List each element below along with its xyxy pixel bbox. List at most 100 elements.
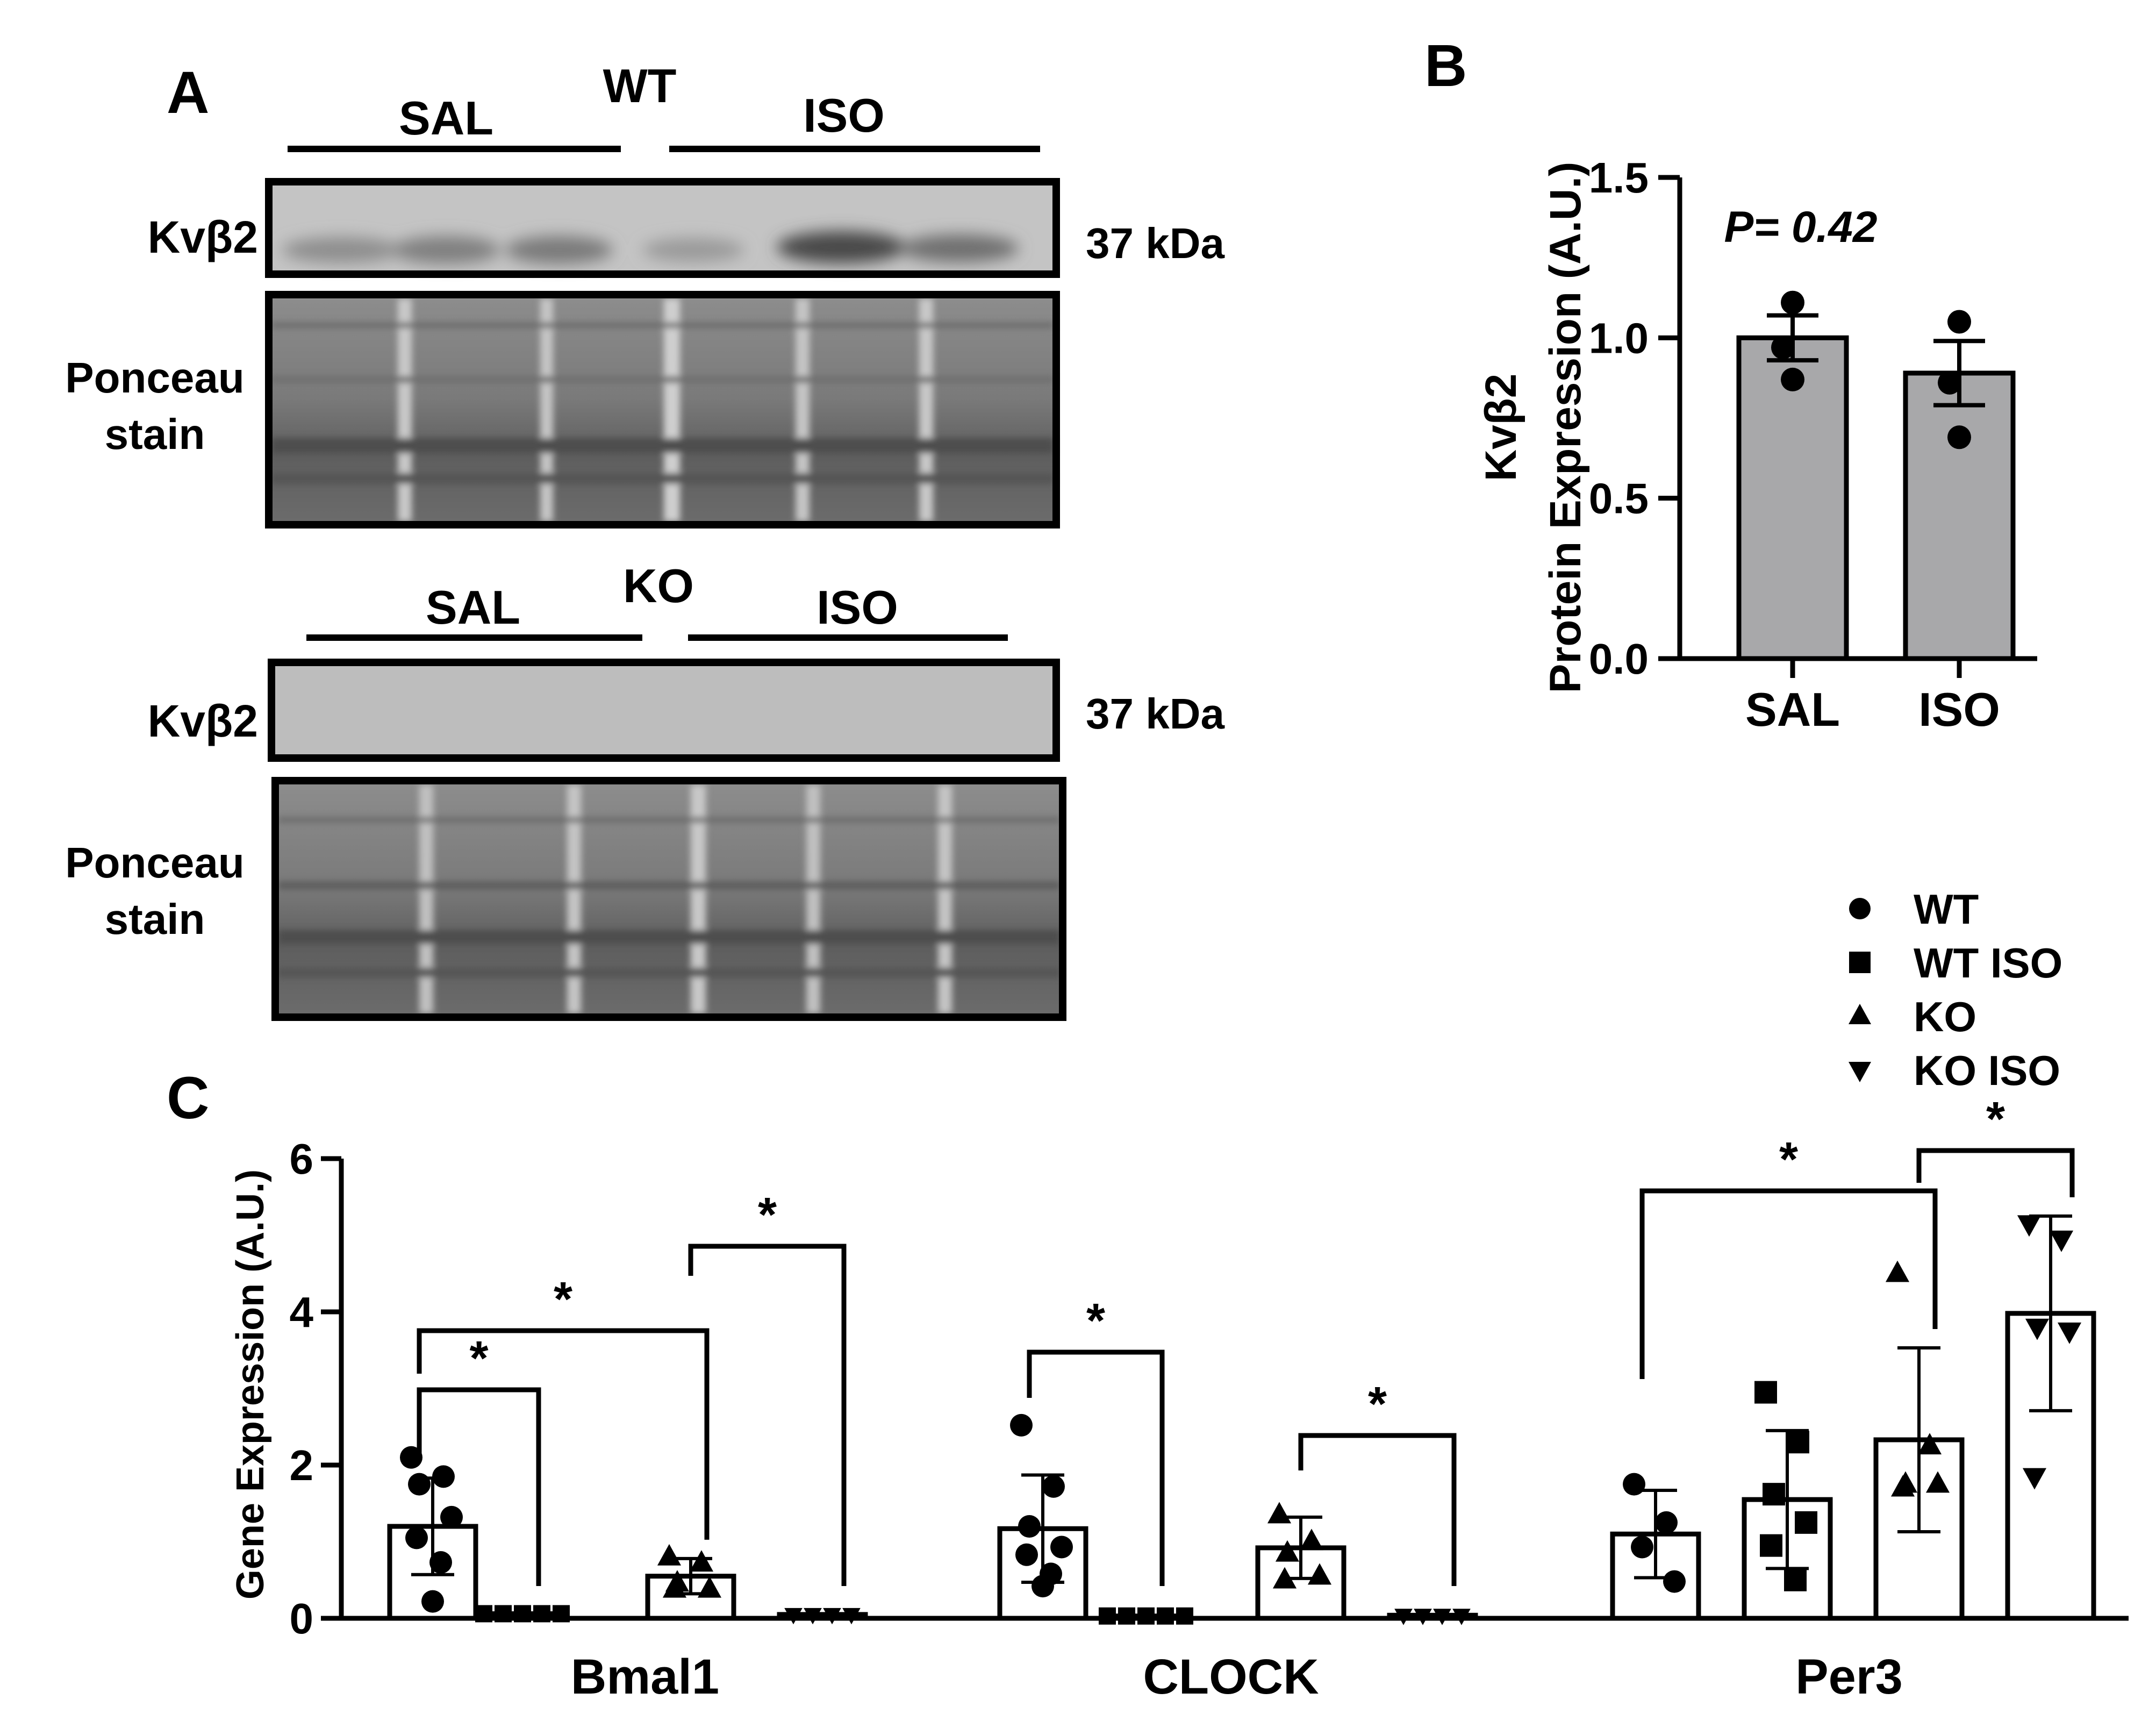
data-point-Per3-WT-ISO-0 bbox=[1754, 1381, 1777, 1404]
legend-marker-WT-ISO bbox=[1849, 952, 1871, 973]
panel-a-letter: A bbox=[167, 60, 209, 126]
legend-label-WT-ISO: WT ISO bbox=[1914, 939, 2062, 987]
c-y-tick-label-1: 2 bbox=[290, 1441, 314, 1489]
data-point-CLOCK-WT-3 bbox=[1050, 1536, 1073, 1559]
panel-c-letter: C bbox=[167, 1065, 209, 1131]
ko-ponceau-streaks bbox=[278, 785, 1060, 1013]
wt-ponceau-label-1: Ponceau bbox=[65, 354, 244, 402]
panel-c-legend: WT WT ISO KO KO ISO bbox=[1849, 885, 2062, 1094]
data-point-Bmal1-WT-1 bbox=[432, 1465, 455, 1488]
legend-label-WT: WT bbox=[1914, 885, 1979, 933]
panel-a: A WT SAL ISO Kvβ2 37 kDa Ponceau bbox=[65, 59, 1224, 1021]
data-point-Per3-WT-0 bbox=[1623, 1473, 1645, 1496]
data-point-Per3-KO-ISO-3 bbox=[2057, 1322, 2082, 1344]
panel-b-letter: B bbox=[1424, 33, 1467, 99]
legend-label-KO-ISO: KO ISO bbox=[1914, 1047, 2060, 1094]
ko-sal-line bbox=[306, 634, 642, 641]
data-point-CLOCK-WT-2 bbox=[1018, 1515, 1041, 1538]
x-tick-label-SAL: SAL bbox=[1745, 683, 1840, 736]
significance-star-5: * bbox=[1779, 1133, 1798, 1187]
significance-bracket-1 bbox=[417, 1328, 710, 1540]
data-point-CLOCK-KO-4 bbox=[1272, 1567, 1297, 1589]
y-tick-label-3: 1.5 bbox=[1589, 154, 1649, 202]
data-point-Per3-WT-ISO-5 bbox=[1784, 1568, 1807, 1591]
data-point-Per3-KO-4 bbox=[1890, 1475, 1915, 1497]
y-tick-label-0: 0.0 bbox=[1589, 635, 1649, 683]
ko-blot-header: KO SAL ISO bbox=[306, 559, 1008, 641]
data-point-Per3-WT-1 bbox=[1655, 1511, 1678, 1534]
data-point-ISO-0 bbox=[1947, 310, 1971, 334]
wt-mw-label: 37 kDa bbox=[1086, 219, 1224, 267]
wt-iso-line bbox=[669, 146, 1040, 152]
y-tick-label-1: 0.5 bbox=[1589, 475, 1649, 523]
data-point-Bmal1-WT-2 bbox=[408, 1473, 431, 1496]
data-point-SAL-1 bbox=[1771, 335, 1795, 360]
significance-bracket-3 bbox=[1027, 1349, 1165, 1586]
ko-genotype-label: KO bbox=[623, 559, 694, 612]
data-point-ISO-2 bbox=[1947, 425, 1971, 449]
data-point-Per3-WT-ISO-4 bbox=[1760, 1534, 1782, 1557]
wt-ponceau-streaks bbox=[271, 298, 1054, 522]
data-point-Per3-KO-1 bbox=[1917, 1433, 1942, 1455]
significance-bracket-0 bbox=[417, 1387, 541, 1586]
significance-bracket-2 bbox=[688, 1244, 847, 1586]
wt-blot-header: WT SAL ISO bbox=[288, 59, 1040, 152]
data-point-CLOCK-KO-0 bbox=[1267, 1502, 1292, 1524]
data-point-SAL-2 bbox=[1781, 367, 1804, 391]
data-point-Per3-WT-ISO-3 bbox=[1795, 1511, 1817, 1534]
data-point-Per3-KO-ISO-1 bbox=[2049, 1230, 2074, 1252]
ko-sal-label: SAL bbox=[426, 581, 520, 634]
wt-genotype-label: WT bbox=[603, 59, 677, 112]
wt-sal-label: SAL bbox=[399, 91, 493, 145]
panel-c-plot: 0 2 4 6 Bmal1 CLOCK Per3 * * * * * * * bbox=[290, 1092, 2129, 1704]
data-point-Per3-WT-ISO-1 bbox=[1787, 1431, 1809, 1454]
data-point-Bmal1-WT-4 bbox=[405, 1526, 428, 1549]
panel-b-annotation: P= 0.42 bbox=[1724, 203, 1878, 252]
data-point-CLOCK-WT-0 bbox=[1010, 1413, 1033, 1437]
wt-ponceau-stain bbox=[265, 291, 1060, 529]
legend-marker-KO bbox=[1849, 1004, 1871, 1024]
ko-kvb2-blot bbox=[268, 659, 1060, 762]
significance-star-0: * bbox=[469, 1332, 488, 1386]
significance-star-6: * bbox=[1986, 1092, 2005, 1146]
data-point-Per3-KO-3 bbox=[1925, 1471, 1950, 1493]
significance-bracket-4 bbox=[1298, 1433, 1457, 1586]
panel-b-ylabel-line1: Kvβ2 bbox=[1477, 374, 1525, 481]
data-point-CLOCK-WT-6 bbox=[1032, 1575, 1054, 1598]
data-point-ISO-1 bbox=[1938, 370, 1961, 395]
panel-b-ylabel-line2: Protein Expression (A.U.) bbox=[1541, 162, 1590, 694]
legend-marker-KO-ISO bbox=[1849, 1062, 1871, 1082]
wt-ponceau-label-2: stain bbox=[105, 410, 205, 458]
panel-b-plot: 0.0 0.5 1.0 1.5 SAL ISO bbox=[1589, 154, 2037, 736]
wt-kvb2-label: Kvβ2 bbox=[148, 212, 258, 262]
panel-c: C Gene Expression (A.U.) WT WT ISO KO KO IS… bbox=[167, 885, 2129, 1704]
data-point-Bmal1-KO-0 bbox=[657, 1544, 682, 1566]
wt-kvb2-blot bbox=[265, 178, 1060, 278]
data-point-Per3-WT-ISO-2 bbox=[1763, 1483, 1785, 1506]
data-point-Per3-KO-ISO-0 bbox=[2017, 1215, 2042, 1237]
ko-kvb2-label: Kvβ2 bbox=[148, 696, 258, 746]
ko-ponceau-stain bbox=[271, 777, 1066, 1021]
data-point-Bmal1-WT-6 bbox=[421, 1590, 444, 1613]
data-point-SAL-0 bbox=[1781, 290, 1804, 315]
significance-bracket-6 bbox=[1916, 1148, 2075, 1197]
data-point-Per3-KO-0 bbox=[1885, 1260, 1910, 1282]
significance-star-4: * bbox=[1368, 1377, 1387, 1431]
wt-sal-line bbox=[288, 146, 621, 152]
data-point-Per3-WT-2 bbox=[1631, 1536, 1653, 1559]
wt-kvb2-bands bbox=[282, 231, 1019, 264]
ko-ponceau-label-1: Ponceau bbox=[65, 839, 244, 887]
data-point-Bmal1-WT-3 bbox=[440, 1505, 463, 1529]
ko-iso-label: ISO bbox=[816, 581, 898, 634]
bar-ISO bbox=[1903, 370, 2016, 661]
significance-bracket-5 bbox=[1639, 1188, 1938, 1379]
legend-marker-WT bbox=[1849, 898, 1871, 919]
data-point-CLOCK-KO-2 bbox=[1275, 1540, 1300, 1562]
data-point-Per3-KO-ISO-4 bbox=[2022, 1468, 2047, 1490]
x-tick-label-ISO: ISO bbox=[1918, 683, 2000, 736]
data-point-Bmal1-KO-3 bbox=[697, 1576, 722, 1598]
c-x-tick-label-Bmal1: Bmal1 bbox=[571, 1649, 719, 1704]
legend-label-KO: KO bbox=[1914, 993, 1976, 1040]
